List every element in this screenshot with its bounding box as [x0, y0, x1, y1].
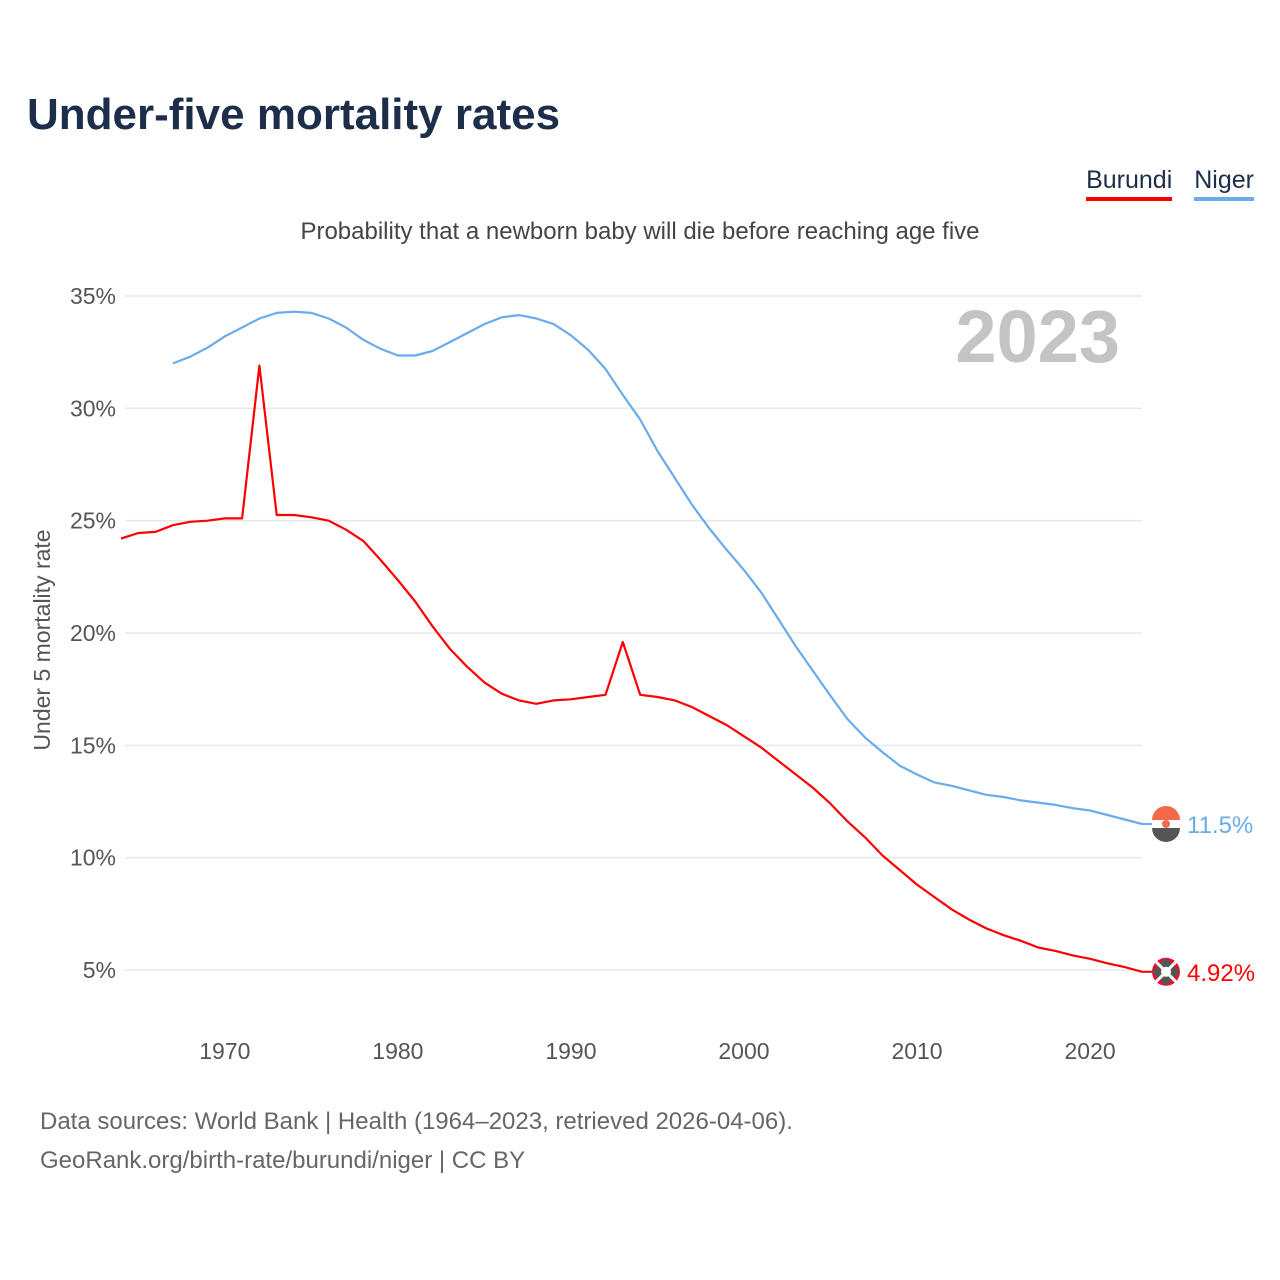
x-tick-label: 1990: [545, 1038, 596, 1064]
y-axis-label: Under 5 mortality rate: [29, 529, 55, 750]
footer-sources: Data sources: World Bank | Health (1964–…: [40, 1108, 793, 1135]
y-tick-label: 20%: [70, 620, 116, 646]
niger-flag-stripe: [1152, 805, 1181, 820]
chart-title: Under-five mortality rates: [27, 90, 561, 139]
y-tick-label: 30%: [70, 395, 116, 421]
end-value-label: 4.92%: [1187, 960, 1255, 987]
series-line-burundi: [120, 364, 1143, 973]
end-value-label: 11.5%: [1187, 812, 1253, 839]
x-tick-label: 2010: [891, 1038, 942, 1064]
burundi-flag-disc: [1161, 966, 1171, 977]
x-tick-label: 2000: [718, 1038, 769, 1064]
y-tick-label: 35%: [70, 283, 116, 309]
legend-item-niger[interactable]: Niger: [1194, 166, 1254, 201]
legend-item-burundi[interactable]: Burundi: [1086, 166, 1173, 201]
series-line-niger: [172, 310, 1143, 826]
year-label: 2023: [955, 295, 1120, 378]
legend: Burundi Niger: [1086, 166, 1254, 201]
x-tick-label: 1980: [372, 1038, 423, 1064]
y-tick-label: 5%: [83, 957, 116, 983]
x-tick-label: 1970: [199, 1038, 250, 1064]
niger-flag-sun: [1162, 819, 1170, 828]
y-tick-label: 10%: [70, 845, 116, 871]
y-tick-label: 25%: [70, 508, 116, 534]
footer-link[interactable]: GeoRank.org/birth-rate/burundi/niger | C…: [40, 1147, 526, 1174]
chart-subtitle: Probability that a newborn baby will die…: [300, 218, 980, 245]
y-tick-label: 15%: [70, 732, 116, 758]
niger-flag-stripe: [1152, 827, 1181, 842]
x-tick-label: 2020: [1064, 1038, 1115, 1064]
